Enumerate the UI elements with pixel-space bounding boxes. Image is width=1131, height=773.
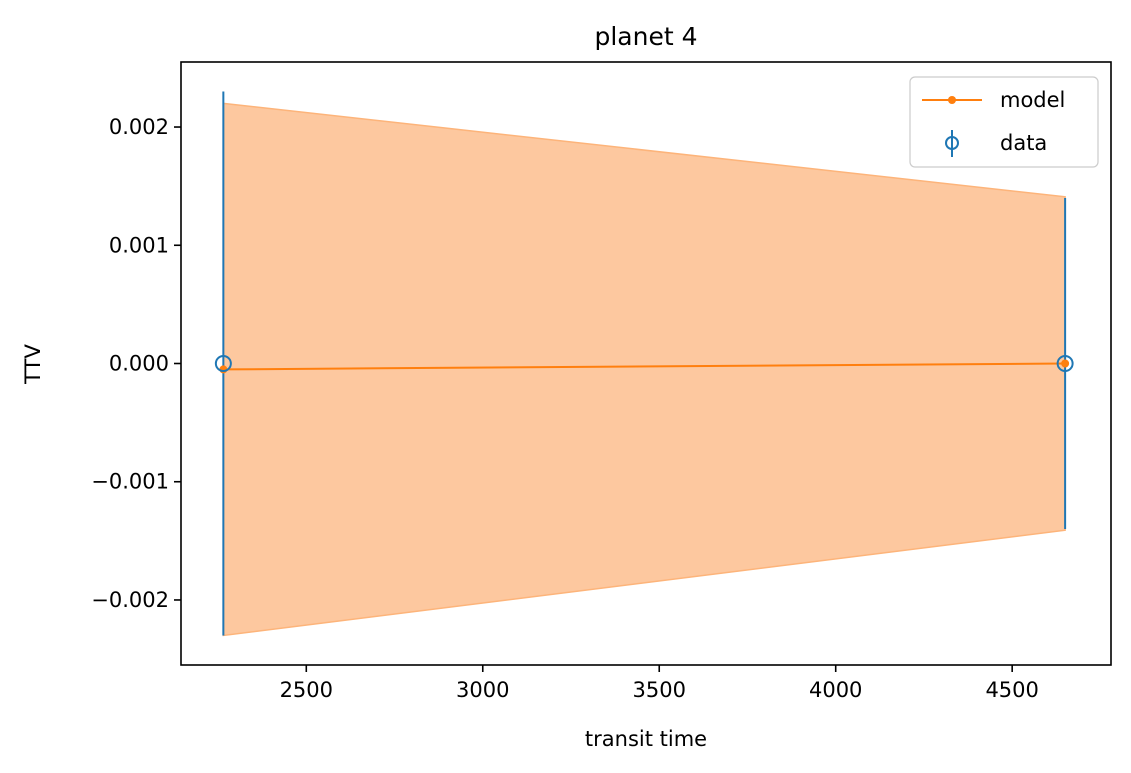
- y-tick-label-2: −0.001: [91, 470, 169, 494]
- data-point-1: [214, 355, 232, 372]
- legend-data-marker-swatch: [945, 136, 959, 150]
- legend: model data: [909, 76, 1099, 168]
- legend-model-marker-swatch: [948, 96, 956, 104]
- y-tick-label-4: 0.001: [109, 233, 169, 257]
- y-axis-ticks: −0.002 −0.001 0.000 0.001 0.002: [91, 115, 181, 612]
- x-tick-label-4: 4000: [809, 678, 862, 702]
- model-point-2: [1061, 359, 1070, 368]
- x-tick-label-2: 3000: [456, 678, 509, 702]
- x-tick-label-3: 3500: [633, 678, 686, 702]
- x-tick-label-5: 4500: [985, 678, 1038, 702]
- x-axis-label: transit time: [585, 727, 707, 751]
- model-line: [223, 362, 1066, 371]
- legend-model-label: model: [1000, 88, 1065, 112]
- y-tick-label-1: −0.002: [91, 588, 169, 612]
- y-tick-label-3: 0.000: [109, 352, 169, 376]
- data-point-2: [1056, 355, 1074, 372]
- data-point-layer: [214, 355, 1074, 372]
- chart-title: planet 4: [594, 22, 697, 51]
- legend-data-label: data: [1000, 131, 1047, 155]
- x-axis-ticks: 2500 3000 3500 4000 4500: [280, 665, 1039, 702]
- model-line-layer: [219, 359, 1070, 374]
- x-tick-label-1: 2500: [280, 678, 333, 702]
- y-tick-label-5: 0.002: [109, 115, 169, 139]
- y-axis-label: TTV: [21, 344, 45, 385]
